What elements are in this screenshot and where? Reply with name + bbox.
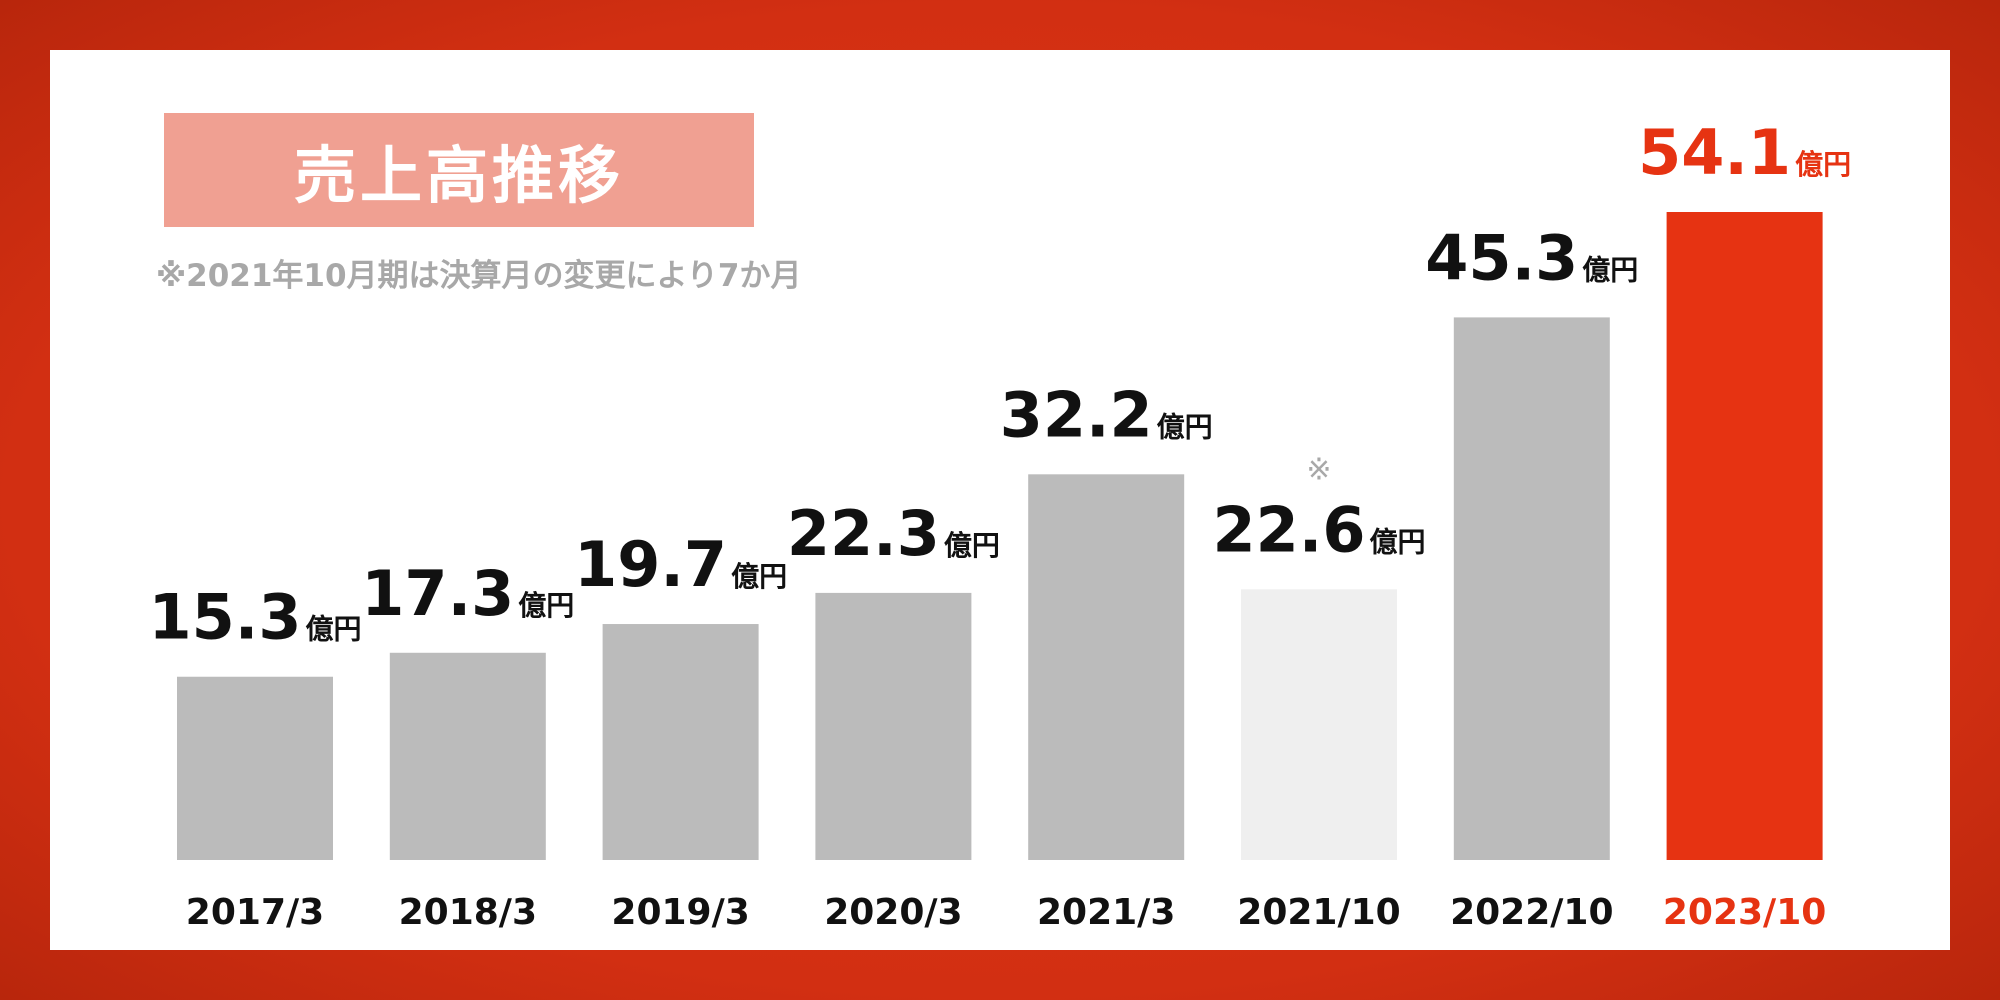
data-label-unit: 億円	[944, 529, 1000, 562]
bar	[1028, 474, 1185, 860]
bar	[389, 652, 546, 860]
bar	[1666, 212, 1823, 860]
bar	[1241, 589, 1397, 860]
x-tick-label: 2021/10	[1237, 892, 1400, 933]
data-label-unit: 億円	[518, 589, 574, 622]
data-label: 17.3 億円	[361, 557, 574, 630]
bar	[1453, 317, 1610, 861]
x-tick-label: 2022/10	[1450, 892, 1613, 933]
x-tick-label: 2021/3	[1037, 892, 1175, 933]
data-label: 32.2 億円	[1000, 378, 1213, 451]
data-label-value: 54.1	[1638, 116, 1791, 189]
data-label: 15.3 億円	[149, 581, 362, 654]
x-tick-label: 2020/3	[824, 892, 962, 933]
chart-card: 売上高推移 ※2021年10月期は決算月の変更により7か月 15.3 億円 2017…	[50, 50, 1950, 950]
footnote: ※2021年10月期は決算月の変更により7か月	[156, 258, 802, 294]
bar	[177, 676, 333, 860]
x-tick-label: 2018/3	[399, 892, 537, 933]
data-label-unit: 億円	[1157, 410, 1213, 443]
bar	[815, 592, 972, 860]
data-label-unit: 億円	[1795, 148, 1851, 181]
data-label: 22.3 億円	[787, 497, 1000, 570]
bar	[602, 624, 759, 860]
data-label-unit: 億円	[305, 613, 361, 646]
data-label: 45.3 億円	[1425, 221, 1638, 294]
data-label-unit: 億円	[1582, 253, 1638, 286]
chart-title: 売上高推移	[293, 139, 624, 212]
data-label: 22.6 億円	[1213, 493, 1426, 566]
data-label-value: 15.3	[149, 581, 302, 654]
x-tick-label: 2019/3	[611, 892, 749, 933]
data-label-unit: 億円	[1369, 525, 1425, 558]
data-label-value: 19.7	[574, 528, 727, 601]
footnote-mark: ※	[1306, 452, 1331, 487]
data-label-unit: 億円	[731, 560, 787, 593]
x-tick-label: 2017/3	[186, 892, 324, 933]
data-label-value: 17.3	[361, 557, 514, 630]
data-label-value: 22.3	[787, 497, 940, 570]
title-box: 売上高推移	[164, 113, 754, 227]
data-label-value: 32.2	[1000, 378, 1153, 451]
data-label-value: 45.3	[1425, 221, 1578, 294]
x-tick-label: 2023/10	[1663, 892, 1826, 933]
data-label-value: 22.6	[1213, 493, 1366, 566]
data-label: 54.1 億円	[1638, 116, 1851, 189]
data-label: 19.7 億円	[574, 528, 787, 601]
